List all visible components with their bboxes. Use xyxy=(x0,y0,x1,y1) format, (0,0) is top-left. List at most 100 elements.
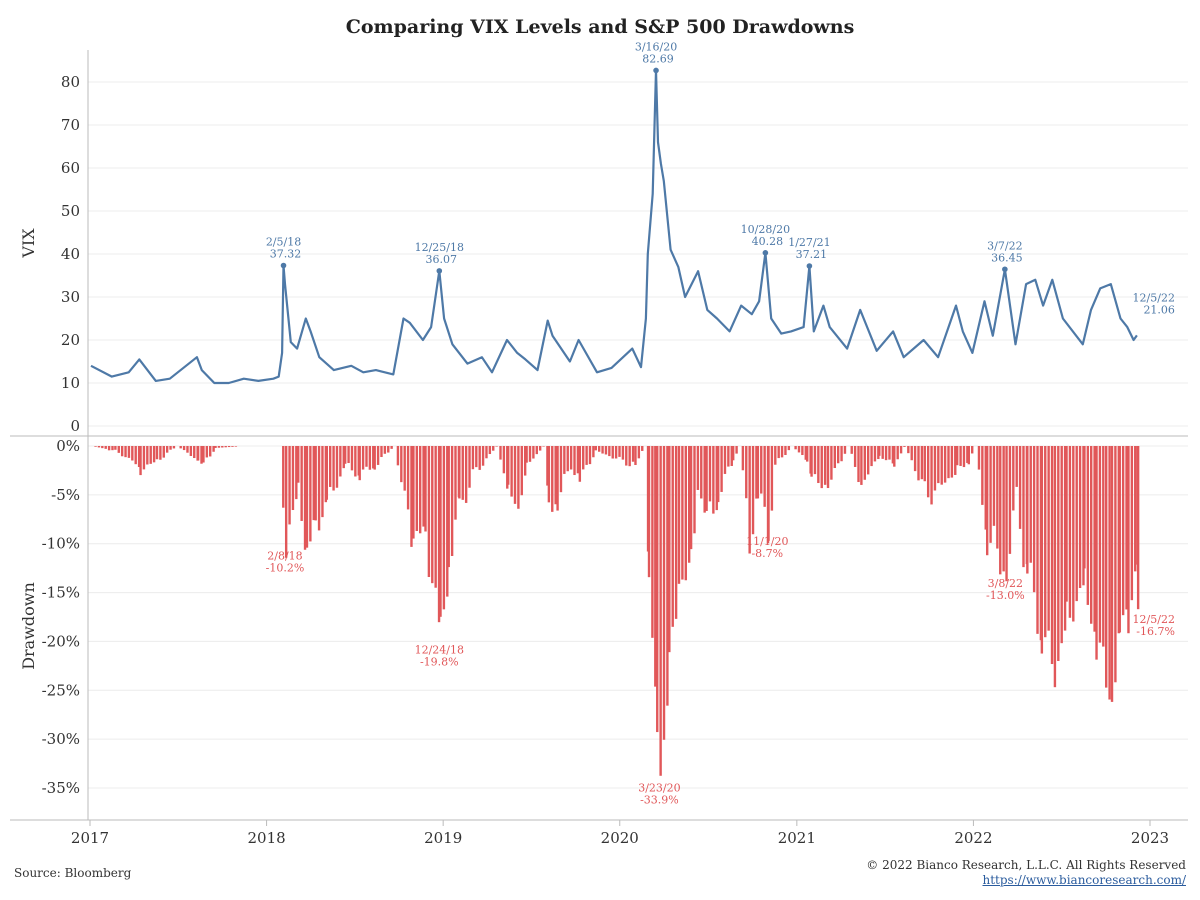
drawdown-bar xyxy=(532,446,535,459)
drawdown-bar xyxy=(566,446,569,472)
drawdown-bar xyxy=(1018,446,1022,529)
drawdown-bar xyxy=(893,446,896,467)
drawdown-bar xyxy=(850,446,853,454)
drawdown-bar xyxy=(1065,446,1068,602)
drawdown-bar xyxy=(1068,446,1072,618)
drawdown-annotation-date: 12/24/18 xyxy=(415,643,464,656)
drawdown-bar xyxy=(962,446,966,468)
drawdown-bar xyxy=(1050,446,1054,665)
drawdown-bar xyxy=(523,446,527,476)
drawdown-bar xyxy=(700,446,703,499)
vix-tick-label: 20 xyxy=(61,331,80,349)
drawdown-bar xyxy=(996,446,999,549)
drawdown-bar xyxy=(383,446,387,454)
drawdown-bar xyxy=(843,446,847,454)
drawdown-bar xyxy=(528,446,532,462)
drawdown-bar xyxy=(748,446,751,554)
drawdown-bar xyxy=(989,446,992,543)
drawdown-annotation-value: -19.8% xyxy=(420,655,459,668)
grid-lines xyxy=(88,81,1188,789)
drawdown-bar xyxy=(1118,446,1121,633)
drawdown-bar xyxy=(224,446,227,448)
drawdown-bar xyxy=(492,446,495,451)
drawdown-bar xyxy=(666,446,669,706)
drawdown-bar xyxy=(1110,446,1114,702)
drawdown-bar xyxy=(604,446,608,455)
drawdown-bar xyxy=(723,446,727,474)
drawdown-bar xyxy=(309,446,312,542)
drawdown-bar xyxy=(820,446,823,489)
drawdown-bar xyxy=(339,446,342,477)
vix-annotation-date: 12/25/18 xyxy=(415,241,464,254)
drawdown-bar xyxy=(1029,446,1032,563)
drawdown-bar xyxy=(372,446,375,469)
drawdown-bar xyxy=(117,446,120,453)
drawdown-bar xyxy=(1098,446,1102,643)
drawdown-bar xyxy=(943,446,947,483)
drawdown-bar xyxy=(481,446,485,466)
drawdown-bar xyxy=(708,446,712,502)
drawdown-bar xyxy=(760,446,763,494)
drawdown-bar xyxy=(458,446,461,499)
vix-annotation-date: 10/28/20 xyxy=(741,223,790,236)
drawdown-bar xyxy=(193,446,196,459)
drawdown-tick-label: -30% xyxy=(42,730,80,748)
drawdown-bar xyxy=(878,446,881,456)
drawdown-bar xyxy=(677,446,681,584)
drawdown-annotation-value: -16.7% xyxy=(1136,625,1175,638)
vix-tick-label: 70 xyxy=(61,116,80,134)
drawdown-bar xyxy=(977,446,981,470)
drawdown-bar xyxy=(1053,446,1057,688)
drawdown-bar xyxy=(284,446,288,558)
drawdown-bar xyxy=(146,446,149,465)
drawdown-bar xyxy=(1086,446,1090,605)
drawdown-tick-label: -20% xyxy=(42,632,80,650)
drawdown-bar xyxy=(992,446,996,526)
drawdown-bar xyxy=(588,446,592,465)
drawdown-bar xyxy=(826,446,830,489)
drawdown-bar xyxy=(731,446,735,461)
vix-tick-label: 60 xyxy=(61,159,80,177)
drawdown-bar xyxy=(1060,446,1063,644)
drawdown-bar xyxy=(137,446,141,468)
drawdown-bar xyxy=(214,446,217,448)
drawdown-bar xyxy=(797,446,801,453)
drawdown-bar xyxy=(751,446,755,535)
drawdown-bar xyxy=(578,446,582,482)
drawdown-bar xyxy=(305,446,309,548)
drawdown-bar xyxy=(693,446,696,534)
drawdown-bar xyxy=(662,446,666,740)
drawdown-bar xyxy=(559,446,563,493)
drawdown-bar xyxy=(703,446,706,513)
drawdown-bar xyxy=(406,446,410,510)
drawdown-bar xyxy=(926,446,930,498)
drawdown-bar xyxy=(328,446,332,487)
drawdown-bar xyxy=(705,446,708,511)
vix-tick-label: 30 xyxy=(61,288,80,306)
drawdown-bar xyxy=(485,446,488,459)
drawdown-bar xyxy=(981,446,984,505)
drawdown-bar xyxy=(172,446,176,449)
drawdown-bar xyxy=(923,446,926,482)
drawdown-bar xyxy=(291,446,295,511)
drawdown-bar xyxy=(674,446,678,619)
vix-annotation-value: 36.07 xyxy=(426,253,458,266)
drawdown-bar xyxy=(325,446,329,500)
drawdown-tick-label: -5% xyxy=(51,486,80,504)
drawdown-bar xyxy=(111,446,114,451)
vix-peak-marker xyxy=(280,262,287,269)
x-tick-label: 2018 xyxy=(247,829,285,847)
drawdown-bar xyxy=(196,446,200,461)
drawdown-bar xyxy=(209,446,212,457)
drawdown-bar xyxy=(1057,446,1060,661)
drawdown-bar xyxy=(684,446,687,581)
drawdown-bar xyxy=(321,446,324,518)
drawdown-bar xyxy=(689,446,693,550)
drawdown-bar xyxy=(857,446,860,483)
drawdown-bar xyxy=(1063,446,1067,631)
drawdown-bar xyxy=(139,446,142,476)
website-link[interactable]: https://www.biancoresearch.com/ xyxy=(982,873,1186,887)
drawdown-bar xyxy=(830,446,833,480)
drawdown-bar xyxy=(162,446,165,458)
drawdown-tick-label: -35% xyxy=(42,779,80,797)
